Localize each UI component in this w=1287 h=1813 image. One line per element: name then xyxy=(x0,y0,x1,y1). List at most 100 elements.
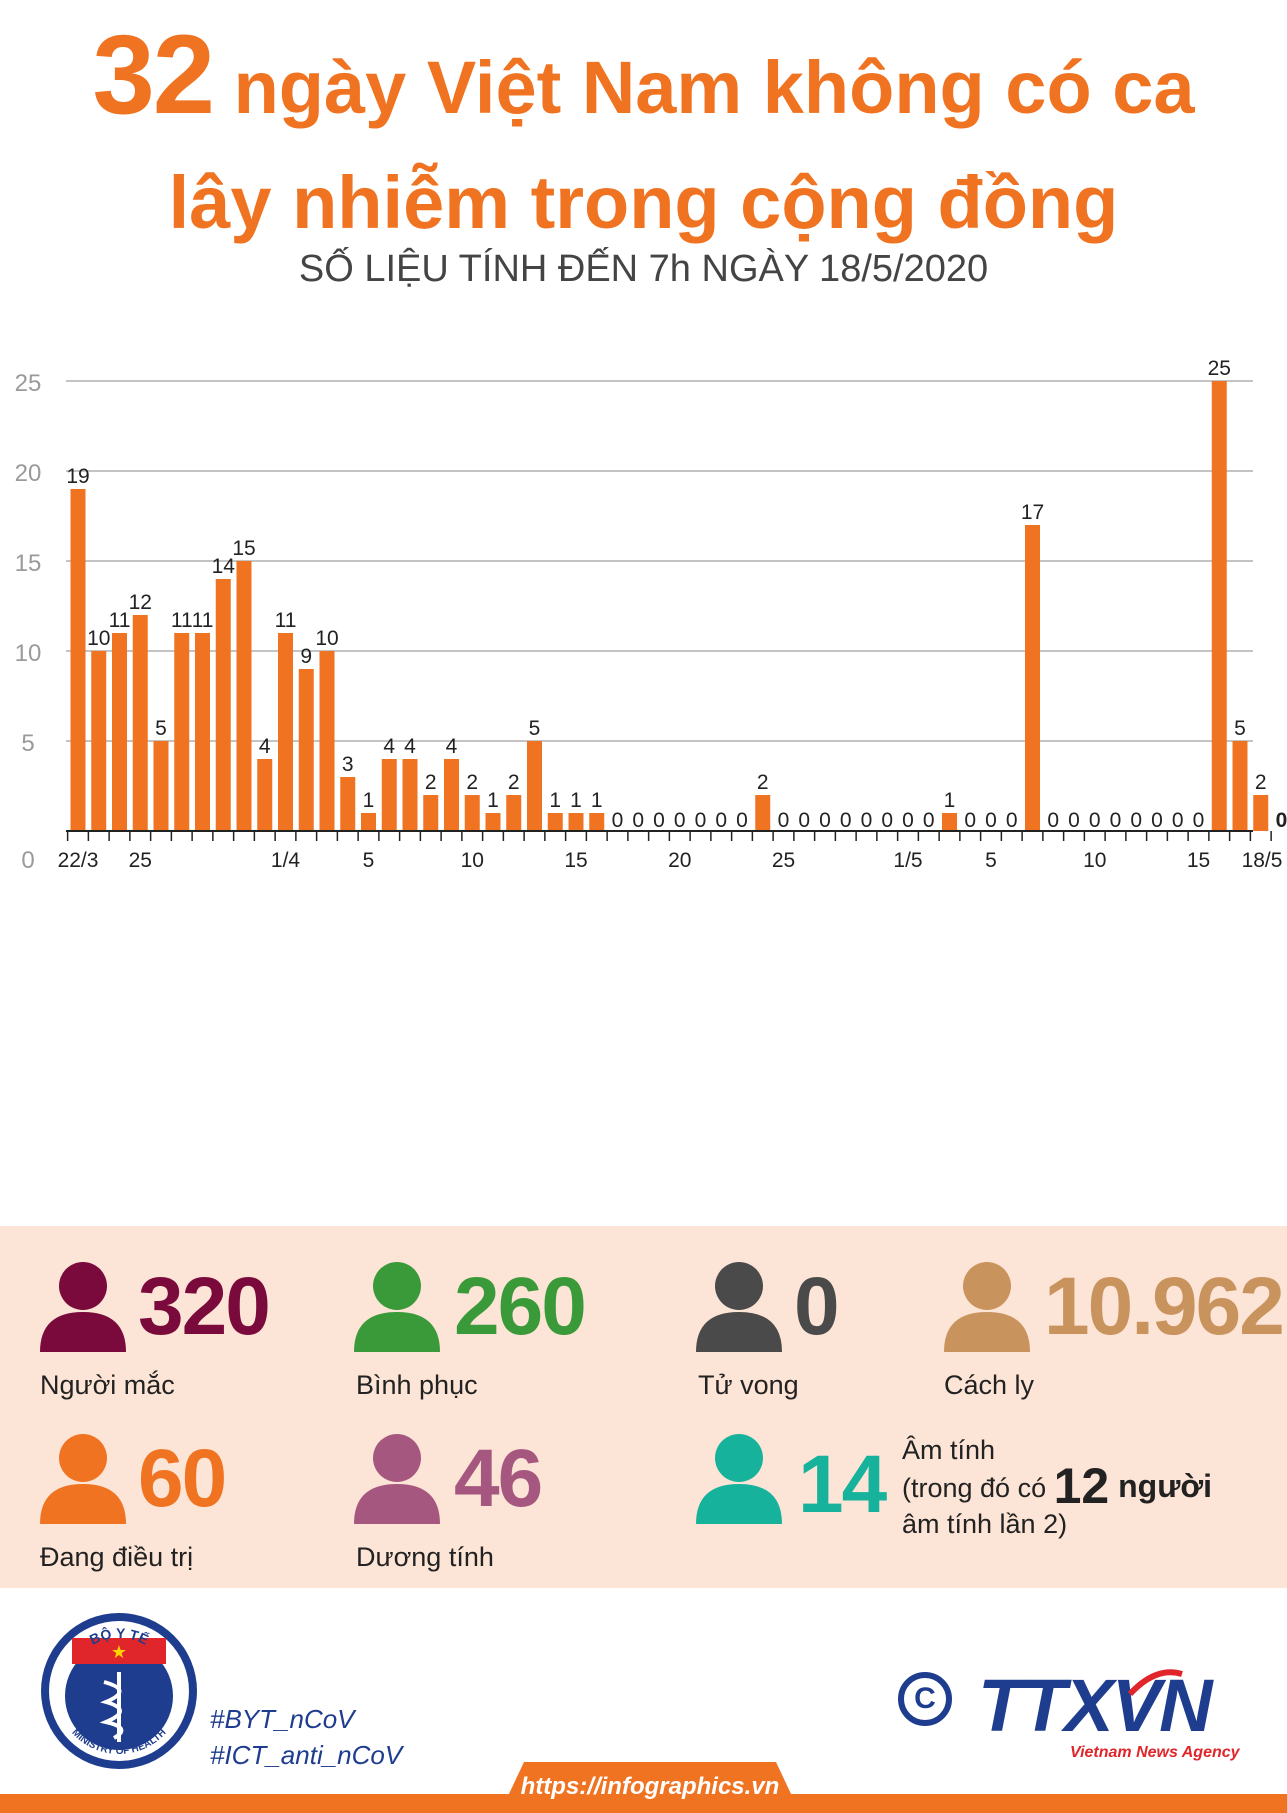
data-label: 5 xyxy=(155,717,167,740)
data-label: 14 xyxy=(212,555,236,578)
x-tick-label: 25 xyxy=(129,849,152,872)
person-icon xyxy=(944,1262,1030,1352)
x-tick-label: 1/5 xyxy=(893,849,922,872)
bar xyxy=(942,813,957,831)
y-tick-label: 25 xyxy=(15,370,42,397)
data-label: 0 xyxy=(861,809,873,832)
data-label: 3 xyxy=(342,753,354,776)
data-label: 1 xyxy=(363,789,375,812)
bar xyxy=(402,759,418,831)
title-line1-text: ngày Việt Nam không có ca xyxy=(213,46,1195,129)
person-icon xyxy=(354,1262,440,1352)
stat-quarantine-label: Cách ly xyxy=(944,1370,1035,1400)
data-label: 4 xyxy=(383,735,395,758)
subtitle: SỐ LIỆU TÍNH ĐẾN 7h NGÀY 18/5/2020 xyxy=(298,248,989,290)
hashtag-ict: #ICT_anti_nCoV xyxy=(210,1740,403,1770)
bar xyxy=(132,615,148,831)
footer: ★ BỘ Y TẾ MINISTRY OF HEALTH #BYT_nCoV #… xyxy=(0,1588,1287,1813)
title-number: 32 xyxy=(92,12,215,137)
data-label: 0 xyxy=(778,809,790,832)
bar xyxy=(423,795,439,831)
data-label: 0 xyxy=(736,809,748,832)
stat-negative-second-count: 12 xyxy=(1053,1458,1110,1514)
stat-negative-line2-pre: (trong đó có xyxy=(902,1473,1054,1503)
data-label: 15 xyxy=(232,537,255,560)
stat-positive-value: 46 xyxy=(454,1433,543,1524)
stat-infected-value: 320 xyxy=(138,1261,271,1352)
logo-serpent xyxy=(99,1680,124,1740)
chart-y-ticks: 0 5 10 15 20 25 xyxy=(15,370,42,874)
bar xyxy=(589,813,605,831)
data-label: 0 xyxy=(881,809,893,832)
data-label: 0 xyxy=(1276,809,1287,832)
bar xyxy=(527,741,542,831)
y-tick-label: 5 xyxy=(21,730,34,757)
person-icon-body xyxy=(696,1312,782,1352)
data-label: 2 xyxy=(757,771,769,794)
data-label: 5 xyxy=(529,717,541,740)
data-label: 10 xyxy=(315,627,338,650)
data-label: 0 xyxy=(1006,809,1018,832)
person-icon-head xyxy=(715,1262,763,1310)
logo-top-text: BỘ Y TẾ xyxy=(87,1624,151,1647)
person-icon xyxy=(40,1434,126,1524)
ttxvn-logo: TTXVN Vietnam News Agency xyxy=(978,1668,1248,1778)
person-icon-head xyxy=(373,1434,421,1482)
person-icon xyxy=(354,1434,440,1524)
stat-deaths-value: 0 xyxy=(794,1261,840,1352)
ttxvn-logo-text: TTXVN xyxy=(978,1664,1213,1747)
title-line-1: 32 ngày Việt Nam không có ca xyxy=(0,19,1287,156)
x-tick-label: 10 xyxy=(461,849,484,872)
data-label: 2 xyxy=(508,771,520,794)
hashtag-byt: #BYT_nCoV xyxy=(210,1704,355,1734)
data-label: 2 xyxy=(425,771,437,794)
data-label: 0 xyxy=(1089,809,1101,832)
data-label: 0 xyxy=(798,809,810,832)
stat-negative-line2-post: người xyxy=(1109,1468,1213,1504)
x-tick-label: 1/4 xyxy=(271,849,301,872)
y-tick-label: 20 xyxy=(15,460,42,487)
data-label: 0 xyxy=(674,809,686,832)
data-label: 0 xyxy=(819,809,831,832)
bar xyxy=(153,741,169,831)
page-title: 32 ngày Việt Nam không có ca lây nhiễm t… xyxy=(0,19,1287,250)
data-label: 0 xyxy=(1047,809,1059,832)
y-tick-label: 0 xyxy=(21,847,34,874)
stat-negative-value: 14 xyxy=(798,1439,887,1530)
x-tick-label: 15 xyxy=(564,849,587,872)
data-label: 0 xyxy=(1193,809,1205,832)
stat-deaths-label: Tử vong xyxy=(698,1370,799,1400)
data-label: 0 xyxy=(840,809,852,832)
data-label: 0 xyxy=(1110,809,1122,832)
bar xyxy=(547,813,563,831)
data-label: 17 xyxy=(1021,501,1044,524)
data-label: 2 xyxy=(466,771,478,794)
data-label: 4 xyxy=(404,735,416,758)
person-icon-body xyxy=(40,1312,126,1352)
chart-bars xyxy=(70,381,1269,831)
bar xyxy=(381,759,397,831)
data-label: 1 xyxy=(487,789,499,812)
data-label: 5 xyxy=(1234,717,1246,740)
bar xyxy=(340,777,356,831)
data-label: 12 xyxy=(129,591,152,614)
person-icon-body xyxy=(354,1484,440,1524)
data-label: 2 xyxy=(1255,771,1267,794)
star-icon: ★ xyxy=(111,1642,127,1662)
stat-recovered-value: 260 xyxy=(454,1261,587,1352)
data-label: 1 xyxy=(570,789,582,812)
website-link[interactable]: https://infographics.vn xyxy=(500,1762,800,1813)
person-icon-head xyxy=(373,1262,421,1310)
data-label: 0 xyxy=(632,809,644,832)
data-label: 4 xyxy=(259,735,271,758)
stat-negative-line3: âm tính lần 2) xyxy=(902,1509,1068,1539)
bar xyxy=(91,651,107,831)
stat-infected-label: Người mắc xyxy=(40,1370,175,1400)
data-label: 0 xyxy=(653,809,665,832)
data-label: 11 xyxy=(171,609,193,632)
data-label: 0 xyxy=(1130,809,1142,832)
x-tick-label: 25 xyxy=(772,849,795,872)
bar xyxy=(1025,525,1040,831)
x-tick-label: 22/3 xyxy=(58,849,99,872)
data-label: 0 xyxy=(923,809,935,832)
